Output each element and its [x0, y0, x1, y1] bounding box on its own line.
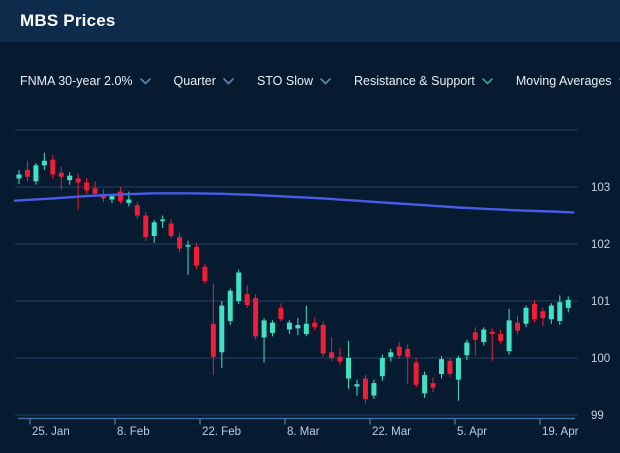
chevron-down-icon	[482, 77, 493, 84]
dropdown-instrument[interactable]: FNMA 30-year 2.0%	[20, 74, 151, 88]
filter-bar: FNMA 30-year 2.0% Quarter STO Slow Resis…	[20, 68, 620, 94]
page-title: MBS Prices	[20, 11, 116, 30]
dropdown-instrument-label: FNMA 30-year 2.0%	[20, 74, 133, 88]
dropdown-timeframe[interactable]: Quarter	[174, 74, 234, 88]
svg-text:8. Feb: 8. Feb	[117, 426, 150, 438]
svg-text:102: 102	[591, 239, 610, 251]
mbs-chart[interactable]: 25. Jan 8. Feb 22. Feb 8. Mar 22. Mar 5. Apr 1…	[0, 100, 620, 448]
svg-text:22. Mar: 22. Mar	[372, 426, 411, 438]
dropdown-moving-averages-label: Moving Averages	[515, 74, 612, 88]
moving-average-line	[13, 192, 575, 214]
svg-text:25. Jan: 25. Jan	[32, 426, 70, 438]
svg-text:8. Mar: 8. Mar	[287, 426, 320, 438]
dropdown-oscillator[interactable]: STO Slow	[257, 74, 331, 88]
svg-text:5. Apr: 5. Apr	[457, 426, 487, 438]
dropdown-oscillator-label: STO Slow	[256, 74, 313, 88]
chevron-down-icon	[139, 77, 151, 84]
svg-text:19. Apr: 19. Apr	[542, 426, 579, 438]
x-axis: 25. Jan 8. Feb 22. Feb 8. Mar 22. Mar 5. Apr 1…	[18, 417, 579, 438]
chevron-down-icon	[320, 77, 331, 84]
dropdown-timeframe-label: Quarter	[173, 74, 216, 88]
svg-text:22. Feb: 22. Feb	[202, 426, 241, 438]
dropdown-moving-averages[interactable]: Moving Averages	[516, 74, 620, 88]
chevron-down-icon	[223, 77, 234, 84]
candlestick-series	[16, 152, 571, 404]
svg-text:99: 99	[591, 410, 604, 422]
dropdown-resistance-support-label: Resistance & Support	[353, 74, 475, 88]
svg-text:100: 100	[591, 353, 610, 365]
dropdown-resistance-support[interactable]: Resistance & Support	[354, 74, 493, 88]
price-chart-area[interactable]: 25. Jan 8. Feb 22. Feb 8. Mar 22. Mar 5. Apr 1…	[0, 100, 620, 448]
y-axis-labels: 103 102 101 100 99	[591, 182, 610, 422]
app-header: MBS Prices	[0, 0, 620, 42]
chart-gridlines	[15, 129, 578, 416]
svg-text:103: 103	[591, 182, 610, 194]
svg-text:101: 101	[591, 296, 610, 308]
